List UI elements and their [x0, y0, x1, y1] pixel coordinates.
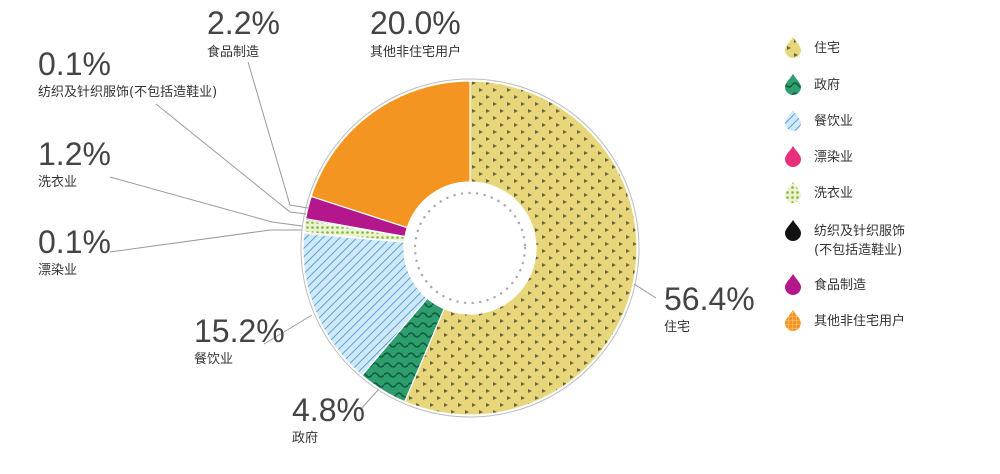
legend-drop-icon	[785, 74, 801, 95]
center-hole	[406, 184, 534, 312]
leader-line-residential	[633, 283, 657, 299]
donut-center	[406, 184, 534, 312]
callout-label-other: 其他非住宅用户	[370, 44, 461, 60]
donut-slices	[300, 78, 640, 418]
legend-drop-icon	[785, 310, 801, 331]
leader-line-textile	[155, 103, 307, 215]
legend-item-food: 食品制造	[785, 274, 866, 295]
legend-label: 政府	[814, 78, 840, 93]
legend-label-line2: (不包括造鞋业)	[814, 242, 902, 258]
legend-label: 洗衣业	[814, 185, 853, 201]
slice-residential	[403, 80, 638, 416]
legend-label: 食品制造	[814, 277, 866, 293]
callout-label-dyeing: 漂染业	[38, 262, 77, 278]
legend-drop-icon	[785, 274, 801, 295]
legend-label: 其他非住宅用户	[814, 313, 905, 329]
legend-label: 餐饮业	[814, 113, 853, 129]
callout-value-laundry: 1.2%	[38, 136, 111, 172]
leader-line-government	[359, 389, 379, 411]
callout-label-laundry: 洗衣业	[38, 174, 77, 190]
callout-label-residential: 住宅	[664, 320, 690, 335]
legend-item-laundry: 洗衣业	[785, 182, 853, 203]
legend-item-textile: 纺织及针织服饰 (不包括造鞋业)	[785, 220, 905, 258]
callout-value-textile: 0.1%	[38, 46, 111, 82]
callout-leaders	[109, 61, 657, 411]
legend-item-residential: 住宅	[785, 37, 840, 58]
legend-item-government: 政府	[785, 74, 840, 95]
callout-label-food: 食品制造	[207, 44, 259, 60]
legend-drop-icon	[785, 182, 801, 203]
leader-line-dyeing	[109, 229, 302, 253]
callout-value-residential: 56.4%	[664, 281, 755, 317]
callout-value-other: 20.0%	[370, 5, 461, 41]
callout-label-government: 政府	[292, 431, 318, 446]
callout-label-textile: 纺织及针织服饰(不包括造鞋业)	[38, 84, 217, 100]
slice-other	[310, 80, 471, 229]
legend-drop-icon	[785, 146, 801, 167]
outer-ring	[300, 78, 640, 418]
legend-drop-icon	[785, 37, 801, 58]
legend-drop-icon	[785, 110, 801, 131]
callout-label-restaurant: 餐饮业	[194, 351, 233, 367]
leader-line-food	[247, 61, 309, 209]
slice-restaurant	[302, 232, 429, 377]
legend-item-dyeing: 漂染业	[785, 146, 853, 167]
callout-labels: 2.2% 食品制造 20.0% 其他非住宅用户 0.1% 纺织及针织服饰(不包括造鞋业) 1…	[38, 5, 755, 446]
legend-drop-icon	[785, 220, 801, 241]
callout-value-restaurant: 15.2%	[194, 313, 285, 349]
leader-line-restaurant	[263, 314, 313, 345]
legend-label: 住宅	[814, 41, 840, 56]
callout-value-food: 2.2%	[207, 5, 280, 41]
callout-value-government: 4.8%	[292, 392, 365, 428]
center-dotted-ring	[413, 191, 527, 305]
legend-label: 纺织及针织服饰	[814, 224, 905, 239]
leader-line-laundry	[109, 176, 303, 227]
legend-item-other: 其他非住宅用户	[785, 310, 905, 331]
legend-item-restaurant: 餐饮业	[785, 110, 853, 131]
callout-value-dyeing: 0.1%	[38, 224, 111, 260]
legend-label: 漂染业	[814, 149, 853, 165]
